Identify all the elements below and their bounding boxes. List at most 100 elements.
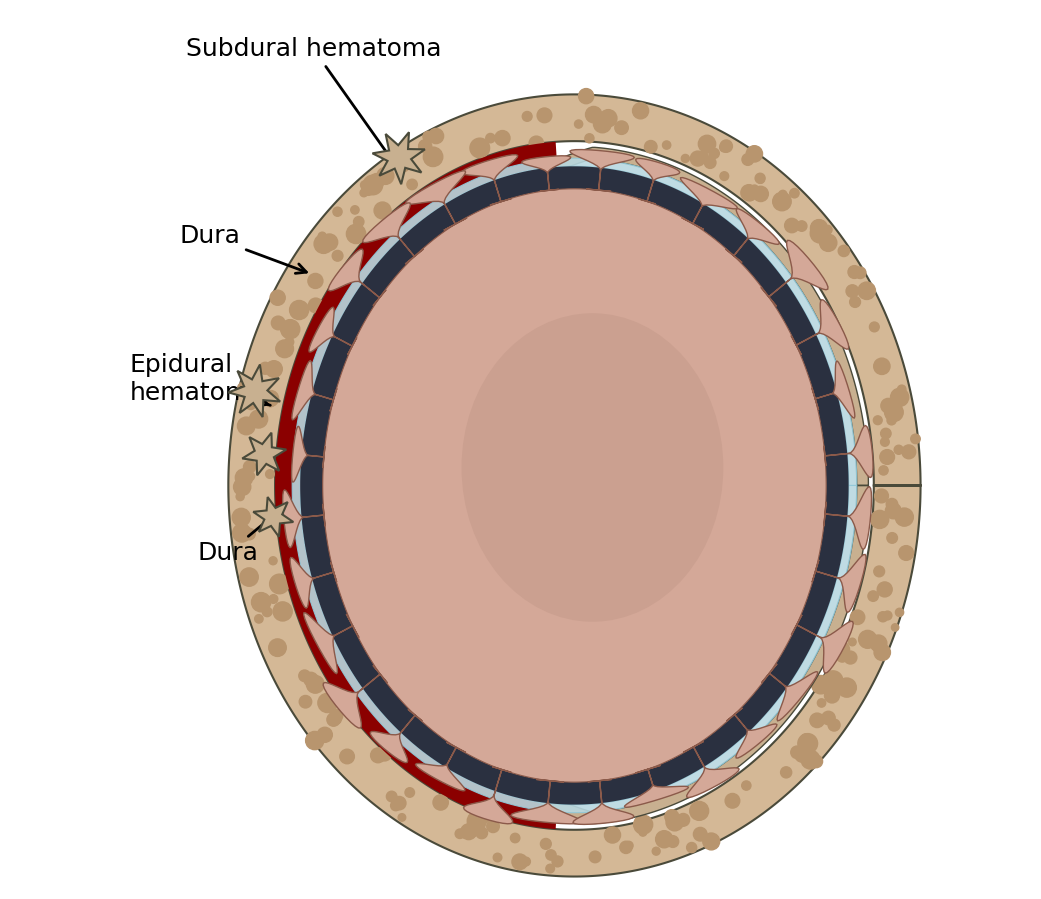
Polygon shape: [362, 203, 424, 264]
Circle shape: [339, 749, 354, 764]
Circle shape: [545, 850, 556, 860]
Circle shape: [720, 172, 729, 181]
Circle shape: [512, 854, 528, 869]
Circle shape: [757, 176, 764, 183]
Circle shape: [746, 146, 762, 162]
Circle shape: [600, 110, 617, 127]
Circle shape: [429, 129, 443, 144]
Polygon shape: [406, 171, 467, 230]
Circle shape: [887, 415, 896, 425]
Circle shape: [333, 207, 342, 217]
Circle shape: [351, 206, 359, 214]
Circle shape: [332, 716, 339, 723]
Circle shape: [299, 696, 311, 708]
Polygon shape: [309, 307, 357, 355]
Circle shape: [625, 841, 633, 850]
Circle shape: [883, 611, 892, 620]
Circle shape: [265, 396, 276, 406]
Circle shape: [243, 424, 250, 432]
Circle shape: [423, 131, 434, 142]
Circle shape: [644, 140, 657, 153]
Circle shape: [870, 511, 889, 529]
Polygon shape: [275, 142, 557, 829]
Circle shape: [666, 814, 683, 831]
Circle shape: [246, 399, 256, 410]
Circle shape: [887, 532, 897, 543]
Polygon shape: [323, 189, 827, 782]
Circle shape: [874, 489, 888, 503]
Polygon shape: [323, 665, 387, 728]
Circle shape: [354, 217, 364, 227]
Circle shape: [810, 755, 822, 768]
Circle shape: [575, 120, 583, 129]
Circle shape: [289, 300, 308, 319]
Circle shape: [829, 719, 840, 731]
Circle shape: [318, 693, 337, 713]
Circle shape: [753, 186, 768, 201]
Circle shape: [374, 202, 391, 219]
Circle shape: [251, 380, 264, 393]
Circle shape: [262, 607, 272, 617]
Polygon shape: [461, 155, 517, 205]
Circle shape: [377, 746, 391, 761]
Circle shape: [795, 748, 809, 762]
Circle shape: [690, 801, 709, 821]
Circle shape: [523, 111, 532, 121]
Circle shape: [370, 174, 384, 189]
Circle shape: [270, 574, 289, 593]
Circle shape: [873, 358, 890, 375]
Circle shape: [276, 340, 294, 358]
Polygon shape: [791, 299, 848, 355]
Circle shape: [811, 220, 828, 236]
Circle shape: [269, 556, 277, 565]
Circle shape: [741, 184, 757, 200]
Circle shape: [699, 135, 715, 153]
Circle shape: [879, 466, 888, 475]
Polygon shape: [761, 240, 828, 307]
Circle shape: [392, 797, 406, 810]
Polygon shape: [253, 497, 294, 537]
Circle shape: [281, 320, 300, 339]
Circle shape: [878, 582, 892, 597]
Circle shape: [687, 842, 696, 852]
Circle shape: [269, 639, 286, 656]
Circle shape: [232, 508, 250, 527]
Polygon shape: [328, 249, 386, 306]
Circle shape: [233, 478, 251, 495]
Polygon shape: [791, 615, 854, 673]
Circle shape: [797, 734, 817, 753]
Circle shape: [812, 675, 830, 694]
Circle shape: [377, 167, 393, 184]
Circle shape: [693, 827, 707, 841]
Circle shape: [720, 140, 733, 152]
Circle shape: [529, 136, 543, 150]
Circle shape: [858, 282, 875, 299]
Circle shape: [796, 221, 807, 231]
Polygon shape: [683, 742, 739, 797]
Circle shape: [902, 445, 916, 458]
Circle shape: [898, 546, 914, 560]
Circle shape: [751, 185, 759, 192]
Circle shape: [885, 403, 904, 422]
Circle shape: [653, 847, 660, 855]
Polygon shape: [290, 557, 336, 608]
Circle shape: [322, 234, 337, 251]
Circle shape: [360, 181, 369, 190]
Circle shape: [393, 156, 410, 172]
Circle shape: [781, 767, 792, 778]
Polygon shape: [304, 613, 359, 673]
Circle shape: [481, 814, 489, 823]
Circle shape: [823, 671, 843, 690]
Circle shape: [361, 182, 375, 195]
Polygon shape: [573, 779, 634, 824]
Circle shape: [589, 851, 601, 863]
Circle shape: [849, 297, 861, 307]
Circle shape: [306, 732, 324, 750]
Circle shape: [870, 635, 887, 652]
Circle shape: [253, 593, 270, 610]
Circle shape: [487, 820, 500, 832]
Circle shape: [585, 134, 594, 143]
Circle shape: [859, 630, 877, 648]
Circle shape: [772, 192, 791, 210]
Circle shape: [824, 688, 839, 703]
